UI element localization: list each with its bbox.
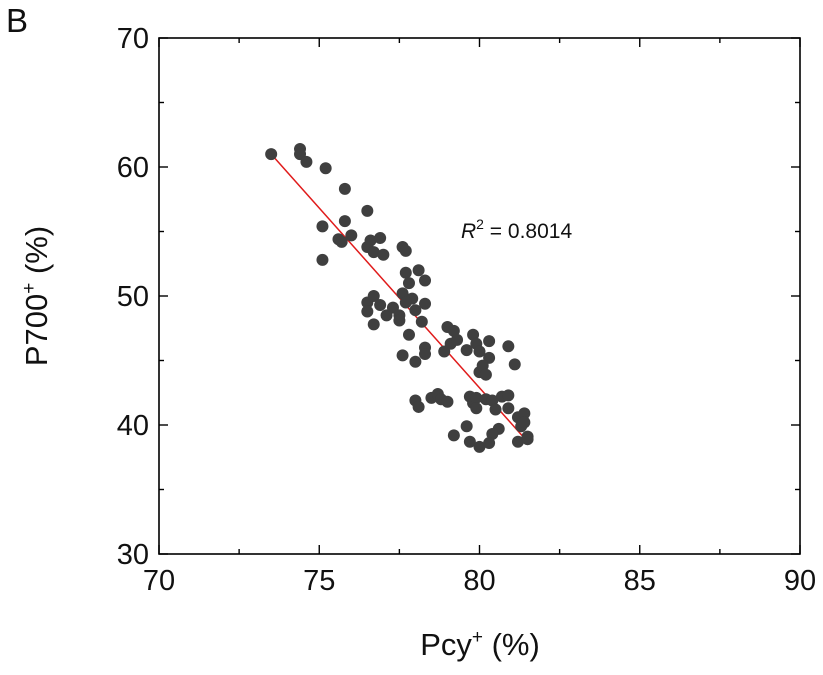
- y-tick-label: 50: [117, 281, 149, 313]
- data-point: [467, 328, 480, 341]
- x-tick-label: 75: [303, 565, 335, 597]
- data-point: [518, 416, 531, 429]
- y-tick-label: 40: [117, 410, 149, 442]
- data-point: [335, 235, 348, 248]
- data-point: [374, 299, 387, 312]
- data-point: [486, 394, 499, 407]
- data-point: [338, 215, 351, 228]
- data-point: [402, 277, 415, 290]
- data-point: [367, 290, 380, 302]
- data-point: [374, 231, 387, 244]
- data-point: [367, 318, 380, 331]
- data-point: [502, 402, 515, 415]
- r-squared-annotation: R2 = 0.8014: [461, 216, 572, 243]
- data-point: [396, 287, 409, 300]
- data-point: [483, 437, 496, 450]
- data-point: [338, 182, 351, 195]
- data-point: [415, 315, 428, 328]
- data-point: [412, 400, 425, 413]
- data-point: [460, 420, 473, 433]
- x-axis-title: Pcy+ (%): [420, 627, 540, 662]
- data-point: [502, 340, 515, 353]
- data-point: [419, 274, 432, 287]
- data-point: [300, 155, 313, 168]
- data-point: [409, 304, 422, 317]
- plot-frame: [158, 37, 801, 555]
- data-point: [447, 429, 460, 442]
- data-point: [473, 440, 486, 453]
- data-point: [396, 349, 409, 362]
- data-point: [511, 435, 524, 448]
- x-tick-label: 70: [143, 565, 175, 597]
- y-tick-label: 30: [117, 539, 149, 571]
- data-point: [508, 358, 521, 371]
- panel-label: B: [6, 2, 28, 39]
- y-axis-title: P700+ (%): [19, 226, 54, 366]
- x-tick-label: 80: [463, 565, 495, 597]
- data-point: [460, 344, 473, 357]
- y-tick-label: 70: [117, 23, 149, 55]
- x-tick-label: 85: [624, 565, 656, 597]
- data-point: [361, 204, 374, 217]
- data-point: [412, 264, 425, 277]
- data-point: [364, 234, 377, 247]
- data-point: [486, 428, 499, 441]
- data-point: [473, 345, 486, 358]
- y-tick-label: 60: [117, 152, 149, 184]
- data-point: [409, 355, 422, 368]
- data-point: [470, 391, 483, 404]
- x-tick-label: 90: [784, 565, 816, 597]
- data-points: [265, 142, 534, 453]
- data-point: [451, 333, 464, 346]
- data-point: [399, 266, 412, 279]
- data-point: [319, 162, 332, 175]
- data-point: [316, 253, 329, 266]
- data-point: [483, 335, 496, 348]
- data-point: [393, 314, 406, 327]
- data-point: [419, 297, 432, 310]
- data-point: [518, 407, 531, 420]
- tick-labels: 70 75 80 85 90 30 40 50 60 70: [117, 23, 816, 597]
- data-point: [402, 328, 415, 341]
- data-point: [521, 433, 534, 446]
- data-point: [441, 395, 454, 408]
- data-point: [316, 220, 329, 233]
- data-point: [377, 248, 390, 261]
- data-point: [447, 324, 460, 337]
- data-point: [489, 403, 502, 416]
- data-point: [265, 148, 278, 161]
- axis-ticks: [158, 37, 801, 555]
- data-point: [479, 368, 492, 381]
- data-point: [502, 389, 515, 402]
- data-point: [399, 244, 412, 257]
- data-point: [463, 435, 476, 448]
- data-point: [367, 246, 380, 259]
- data-point: [470, 402, 483, 415]
- data-point: [399, 296, 412, 309]
- data-point: [419, 348, 432, 361]
- data-point: [361, 305, 374, 318]
- data-point: [476, 359, 489, 372]
- data-point: [345, 229, 358, 242]
